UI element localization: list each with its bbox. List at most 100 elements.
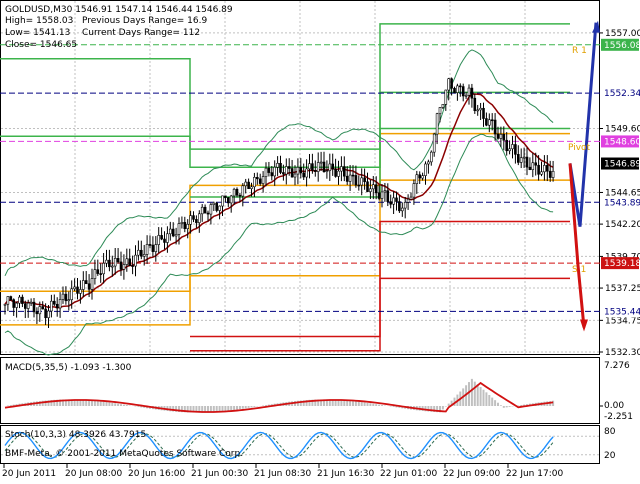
price-tag-bg: [601, 135, 639, 148]
candle-body: [58, 299, 62, 309]
candle-body: [305, 168, 308, 178]
candle-body: [23, 303, 27, 309]
candle-body: [76, 286, 79, 294]
candle-body: [308, 163, 311, 170]
candle-body: [400, 207, 404, 212]
candle-body: [35, 311, 39, 315]
candle-body: [32, 301, 36, 313]
candle-body: [551, 171, 555, 178]
candle-body: [479, 107, 482, 111]
candle-body: [525, 156, 529, 168]
candle-body: [116, 258, 120, 263]
copyright-label: BMF-Meta, © 2001-2011 MetaQuotes Softwar…: [5, 449, 243, 459]
candle-body: [386, 190, 390, 202]
time-tick-label: 21 Jun 00:30: [191, 469, 248, 479]
candle-body: [490, 119, 494, 122]
time-axis: 20 Jun 2011 20 Jun 08:00 20 Jun 16:00 21 Ju…: [2, 464, 563, 479]
candle-body: [61, 293, 65, 300]
candle-body: [73, 286, 76, 290]
price-tag-bg: [601, 87, 639, 100]
candle-body: [192, 215, 195, 220]
candle-body: [113, 258, 117, 267]
stoch-panel-frame: [0, 425, 600, 464]
candle-body: [508, 148, 511, 152]
candle-body: [15, 302, 18, 308]
candle-body: [195, 219, 198, 223]
candle-body: [151, 244, 155, 252]
candle-body: [473, 97, 477, 111]
candle-body: [198, 213, 201, 223]
pivot-levels: [0, 23, 600, 352]
candle-body: [206, 212, 210, 215]
candle-body: [227, 197, 230, 204]
price-tag: 1539.18: [604, 259, 640, 269]
candle-body: [540, 171, 543, 175]
candle-body: [183, 222, 187, 230]
candle-body: [218, 205, 221, 211]
candle-body: [432, 133, 436, 153]
candle-body: [142, 254, 146, 257]
candle-body: [427, 161, 430, 165]
candle-body: [441, 104, 445, 108]
candle-body: [395, 197, 398, 202]
candle-body: [337, 170, 340, 177]
candle-body: [531, 162, 535, 170]
candle-body: [221, 195, 224, 207]
candle-body: [505, 139, 509, 152]
prev-range-label: Previous Days Range= 16.9: [82, 16, 207, 26]
candle-body: [229, 195, 233, 204]
price-tag: 1552.34: [604, 89, 640, 99]
candle-body: [392, 197, 395, 205]
candle-body: [453, 87, 456, 93]
candle-body: [493, 119, 497, 135]
candle-body: [383, 190, 387, 193]
candle-body: [316, 162, 320, 172]
macd-indicator: [4, 378, 603, 413]
candle-body: [273, 166, 277, 177]
candle-body: [456, 85, 459, 93]
candle-body: [180, 222, 184, 224]
stoch-indicator: [1, 431, 600, 460]
candle-body: [41, 306, 45, 310]
candle-body: [537, 164, 540, 175]
candle-body: [380, 191, 384, 199]
candle-body: [548, 170, 552, 178]
candle-body: [128, 258, 131, 266]
time-tick-label: 20 Jun 2011: [2, 469, 56, 479]
candle-body: [369, 188, 372, 192]
candle-body: [3, 303, 7, 306]
candle-body: [160, 235, 163, 240]
macd-axis-top: 7.276: [604, 361, 630, 371]
candle-body: [84, 280, 88, 285]
candle-body: [377, 192, 381, 199]
candle-body: [145, 244, 149, 255]
candle-body: [287, 166, 291, 169]
candle-body: [82, 280, 85, 290]
price-tag: 1556.08: [604, 41, 640, 51]
candle-body: [244, 181, 247, 187]
candle-body: [203, 206, 207, 214]
candle-body: [467, 87, 471, 96]
candle-body: [450, 78, 453, 89]
candle-body: [351, 174, 355, 177]
forecast-up-arrowhead: [592, 20, 600, 33]
candle-body: [157, 235, 160, 245]
candle-body: [241, 185, 245, 197]
price-tag-bg: [601, 257, 639, 270]
curr-range-label: Current Days Range= 112: [82, 28, 200, 38]
candle-body: [345, 175, 349, 182]
candle-body: [70, 288, 73, 300]
stoch-axis-20: 20: [604, 451, 616, 461]
candle-body: [328, 163, 332, 171]
candle-body: [519, 157, 523, 163]
stoch-label: Stoch(10,3,3) 48.3926 43.7915: [5, 430, 146, 440]
candle-body: [415, 174, 419, 184]
candle-body: [545, 165, 549, 172]
resistance-level: [0, 127, 570, 150]
candle-body: [154, 244, 158, 252]
candle-body: [334, 168, 337, 177]
candle-body: [166, 233, 169, 243]
candle-body: [421, 175, 424, 179]
